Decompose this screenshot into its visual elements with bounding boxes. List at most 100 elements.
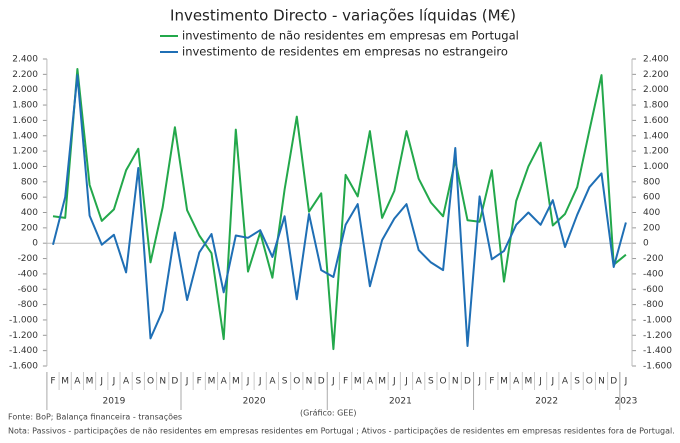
x-tick-label: M (378, 377, 386, 387)
y-tick-label: 1.400 (12, 131, 38, 141)
y-tick-label: 1.800 (12, 101, 38, 111)
year-label: 2021 (389, 397, 412, 407)
x-tick-label: A (367, 377, 374, 387)
y-tick-label: 800 (21, 177, 38, 187)
x-tick-label: S (135, 377, 141, 387)
x-tick-label: F (50, 377, 55, 387)
y2-tick-label: 600 (643, 193, 660, 203)
x-tick-label: M (232, 377, 240, 387)
x-tick-label: J (392, 377, 396, 387)
x-tick-label: O (293, 377, 300, 387)
y2-tick-label: 200 (643, 223, 660, 233)
x-tick-label: M (354, 377, 362, 387)
y2-tick-label: -1.000 (643, 315, 672, 325)
x-tick-label: J (246, 377, 250, 387)
series-line (52, 74, 627, 347)
x-tick-label: F (197, 377, 202, 387)
x-tick-label: F (489, 377, 494, 387)
credit: (Gráfico: GEE) (300, 409, 357, 418)
x-tick-label: J (99, 377, 103, 387)
x-tick-label: J (258, 377, 262, 387)
x-tick-label: A (562, 377, 569, 387)
x-tick-label: J (404, 377, 408, 387)
year-label: 2019 (102, 397, 125, 407)
y2-tick-label: -1.200 (643, 331, 672, 341)
y-tick-label: 2.000 (12, 85, 38, 95)
y-tick-label: 1.600 (12, 116, 38, 126)
legend-label: investimento de residentes em empresas n… (182, 45, 508, 59)
x-tick-label: N (159, 377, 166, 387)
x-tick-label: A (269, 377, 276, 387)
x-tick-label: S (574, 377, 580, 387)
x-tick-label: M (525, 377, 533, 387)
x-tick-label: J (477, 377, 481, 387)
x-tick-label: N (598, 377, 605, 387)
x-tick-label: J (624, 377, 628, 387)
x-tick-label: J (538, 377, 542, 387)
x-tick-label: J (185, 377, 189, 387)
y2-tick-label: 2.000 (643, 85, 669, 95)
x-tick-label: A (513, 377, 520, 387)
x-tick-label: J (550, 377, 554, 387)
x-tick-label: D (171, 377, 178, 387)
y2-tick-label: 2.200 (643, 70, 669, 80)
x-tick-label: A (123, 377, 130, 387)
y2-tick-label: 2.400 (643, 55, 669, 65)
x-tick-label: A (416, 377, 423, 387)
y2-tick-label: -600 (643, 285, 664, 295)
y-tick-label: 2.200 (12, 70, 38, 80)
y2-tick-label: 1.000 (643, 162, 669, 172)
y2-tick-label: -1.400 (643, 346, 672, 356)
y-tick-label: -800 (18, 300, 39, 310)
x-tick-label: D (610, 377, 617, 387)
year-label: 2020 (243, 397, 266, 407)
y-tick-label: -600 (18, 285, 39, 295)
source: Fonte: BoP; Balança financeira - transaç… (8, 413, 182, 422)
y-tick-label: -400 (18, 269, 39, 279)
y-tick-label: -1.000 (9, 315, 38, 325)
y2-tick-label: -200 (643, 254, 664, 264)
y2-tick-label: 800 (643, 177, 660, 187)
y2-tick-label: 1.400 (643, 131, 669, 141)
y-tick-label: 600 (21, 193, 38, 203)
y2-tick-label: -1.600 (643, 362, 672, 372)
note: Nota: Passivos - participações de não re… (8, 427, 675, 436)
y-tick-label: 0 (32, 239, 38, 249)
series-line (52, 68, 627, 351)
x-tick-label: M (61, 377, 69, 387)
x-tick-label: D (318, 377, 325, 387)
x-tick-label: J (331, 377, 335, 387)
x-tick-label: J (112, 377, 116, 387)
chart-title: Investimento Directo - variações líquida… (170, 7, 516, 25)
x-tick-label: O (147, 377, 154, 387)
x-tick-label: F (343, 377, 348, 387)
x-tick-label: S (428, 377, 434, 387)
x-tick-label: O (440, 377, 447, 387)
x-tick-label: N (452, 377, 459, 387)
y2-tick-label: 1.200 (643, 147, 669, 157)
year-label: 2023 (614, 397, 637, 407)
x-tick-label: S (282, 377, 288, 387)
y-tick-label: -1.600 (9, 362, 38, 372)
y-tick-label: -1.200 (9, 331, 38, 341)
x-tick-label: N (306, 377, 313, 387)
y-tick-label: 400 (21, 208, 38, 218)
y2-tick-label: 0 (643, 239, 649, 249)
x-tick-label: M (500, 377, 508, 387)
y-tick-label: 2.400 (12, 55, 38, 65)
y-tick-label: -1.400 (9, 346, 38, 356)
x-tick-label: A (221, 377, 228, 387)
x-tick-label: M (208, 377, 216, 387)
x-tick-label: D (464, 377, 471, 387)
x-tick-label: M (86, 377, 94, 387)
y2-tick-label: -400 (643, 269, 664, 279)
y2-tick-label: 1.600 (643, 116, 669, 126)
year-label: 2022 (535, 397, 558, 407)
legend-label: investimento de não residentes em empres… (182, 29, 519, 43)
y-tick-label: -200 (18, 254, 39, 264)
y2-tick-label: -800 (643, 300, 664, 310)
x-tick-label: O (586, 377, 593, 387)
y2-tick-label: 400 (643, 208, 660, 218)
y-tick-label: 1.200 (12, 147, 38, 157)
